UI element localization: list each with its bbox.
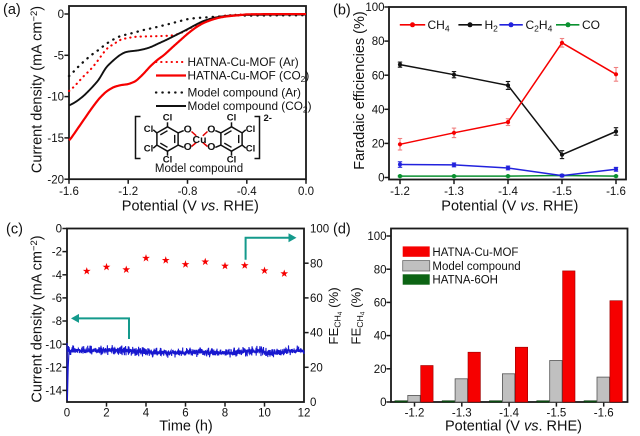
svg-text:Current density (mA cm−2): Current density (mA cm−2) bbox=[29, 235, 46, 402]
svg-text:Model compound: Model compound bbox=[432, 261, 520, 273]
svg-text:Cl: Cl bbox=[246, 144, 256, 155]
svg-text:O: O bbox=[184, 124, 192, 136]
svg-text:(d): (d) bbox=[333, 222, 351, 238]
svg-text:Cl: Cl bbox=[227, 155, 237, 166]
svg-text:0: 0 bbox=[378, 173, 384, 185]
svg-text:4: 4 bbox=[143, 408, 150, 420]
svg-text:10: 10 bbox=[258, 408, 271, 420]
svg-text:60: 60 bbox=[374, 298, 387, 310]
svg-text:-1.3: -1.3 bbox=[452, 408, 472, 420]
svg-text:Cl: Cl bbox=[144, 144, 154, 155]
svg-text:HATNA-Cu-MOF (Ar): HATNA-Cu-MOF (Ar) bbox=[188, 55, 299, 69]
svg-text:Time (h): Time (h) bbox=[159, 418, 212, 434]
svg-text:FECH4 (%): FECH4 (%) bbox=[349, 287, 367, 344]
svg-text:Model compound (CO2): Model compound (CO2) bbox=[188, 99, 312, 114]
svg-text:60: 60 bbox=[310, 293, 323, 305]
svg-text:-6: -6 bbox=[52, 293, 62, 305]
svg-text:100: 100 bbox=[310, 224, 329, 236]
svg-text:2-: 2- bbox=[264, 113, 272, 124]
svg-text:-0.8: -0.8 bbox=[178, 186, 198, 198]
svg-text:-1.6: -1.6 bbox=[606, 186, 626, 198]
svg-text:-1.2: -1.2 bbox=[118, 186, 138, 198]
svg-text:HATNA-6OH: HATNA-6OH bbox=[432, 275, 498, 287]
svg-text:CO: CO bbox=[582, 18, 600, 32]
svg-text:Cl: Cl bbox=[144, 124, 154, 135]
svg-text:Potential (V vs. RHE): Potential (V vs. RHE) bbox=[441, 199, 578, 215]
svg-text:HATNA-Cu-MOF (CO2): HATNA-Cu-MOF (CO2) bbox=[188, 69, 310, 84]
svg-text:(c): (c) bbox=[6, 222, 23, 238]
svg-text:-0.4: -0.4 bbox=[237, 186, 257, 198]
svg-text:Cl: Cl bbox=[246, 124, 256, 135]
svg-text:-14: -14 bbox=[45, 386, 62, 398]
svg-text:Model compound (Ar): Model compound (Ar) bbox=[188, 86, 302, 100]
svg-text:-1.6: -1.6 bbox=[59, 186, 79, 198]
svg-text:8: 8 bbox=[222, 408, 228, 420]
svg-text:CH4: CH4 bbox=[428, 18, 450, 33]
svg-text:Cu: Cu bbox=[193, 134, 207, 146]
svg-text:Cl: Cl bbox=[227, 113, 237, 124]
svg-text:-8: -8 bbox=[52, 316, 62, 328]
svg-text:Faradaic efficiencies (%): Faradaic efficiencies (%) bbox=[352, 11, 368, 170]
svg-text:0: 0 bbox=[58, 9, 64, 21]
svg-text:40: 40 bbox=[372, 104, 385, 116]
svg-text:80: 80 bbox=[374, 264, 387, 276]
svg-text:O: O bbox=[207, 124, 215, 136]
svg-text:Cl: Cl bbox=[163, 113, 173, 124]
svg-text:0: 0 bbox=[310, 397, 316, 409]
svg-text:2: 2 bbox=[103, 408, 109, 420]
svg-text:20: 20 bbox=[372, 139, 385, 151]
svg-text:80: 80 bbox=[372, 36, 385, 48]
svg-text:20: 20 bbox=[374, 364, 387, 376]
svg-text:-1.4: -1.4 bbox=[499, 408, 519, 420]
svg-text:-1.5: -1.5 bbox=[546, 408, 566, 420]
svg-text:-4: -4 bbox=[52, 270, 63, 282]
svg-text:40: 40 bbox=[374, 331, 387, 343]
svg-text:100: 100 bbox=[365, 2, 384, 14]
svg-text:0: 0 bbox=[380, 397, 386, 409]
svg-text:HATNA-Cu-MOF: HATNA-Cu-MOF bbox=[432, 247, 518, 259]
svg-text:Potential (V vs. RHE): Potential (V vs. RHE) bbox=[445, 418, 582, 434]
svg-text:Potential (V vs. RHE): Potential (V vs. RHE) bbox=[122, 199, 259, 215]
svg-text:6: 6 bbox=[182, 408, 188, 420]
svg-text:100: 100 bbox=[367, 231, 386, 243]
svg-text:Current density (mA cm−2): Current density (mA cm−2) bbox=[29, 6, 46, 173]
svg-text:0.0: 0.0 bbox=[298, 186, 314, 198]
svg-text:80: 80 bbox=[310, 258, 323, 270]
svg-text:-1.4: -1.4 bbox=[498, 186, 518, 198]
svg-text:0: 0 bbox=[64, 408, 70, 420]
svg-text:Cl: Cl bbox=[163, 155, 173, 166]
svg-text:20: 20 bbox=[310, 362, 323, 374]
svg-text:-1.5: -1.5 bbox=[552, 186, 572, 198]
svg-text:(b): (b) bbox=[333, 3, 351, 19]
svg-text:-1.6: -1.6 bbox=[594, 408, 614, 420]
svg-text:-2: -2 bbox=[52, 247, 62, 259]
svg-text:-12: -12 bbox=[45, 362, 62, 374]
svg-text:(a): (a) bbox=[3, 2, 21, 18]
svg-text:C2H4: C2H4 bbox=[526, 18, 553, 33]
svg-text:-10: -10 bbox=[45, 339, 62, 351]
svg-text:O: O bbox=[207, 141, 215, 153]
svg-text:12: 12 bbox=[298, 408, 311, 420]
svg-text:Model compound: Model compound bbox=[155, 163, 243, 175]
svg-text:-1.2: -1.2 bbox=[405, 408, 425, 420]
svg-text:0: 0 bbox=[56, 224, 62, 236]
svg-text:40: 40 bbox=[310, 328, 323, 340]
svg-text:-1.2: -1.2 bbox=[390, 186, 410, 198]
svg-text:-20: -20 bbox=[47, 174, 64, 186]
svg-text:-10: -10 bbox=[47, 92, 64, 104]
svg-text:60: 60 bbox=[372, 70, 385, 82]
svg-text:-5: -5 bbox=[54, 50, 64, 62]
svg-text:-1.3: -1.3 bbox=[444, 186, 464, 198]
svg-text:O: O bbox=[184, 141, 192, 153]
svg-text:-15: -15 bbox=[47, 133, 64, 145]
svg-text:FECH4 (%): FECH4 (%) bbox=[326, 287, 344, 344]
